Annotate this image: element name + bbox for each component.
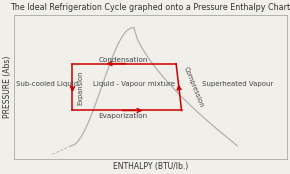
Title: The Ideal Refrigeration Cycle graphed onto a Pressure Enthalpy Chart: The Ideal Refrigeration Cycle graphed on… bbox=[10, 3, 290, 13]
Y-axis label: PRESSURE (Abs): PRESSURE (Abs) bbox=[3, 56, 12, 118]
Text: Evaporization: Evaporization bbox=[98, 113, 148, 119]
Text: Compression: Compression bbox=[182, 66, 204, 109]
Text: Expansion: Expansion bbox=[78, 70, 84, 105]
Text: Liquid - Vapour mixture: Liquid - Vapour mixture bbox=[93, 81, 175, 87]
Text: Superheated Vapour: Superheated Vapour bbox=[202, 81, 273, 87]
Text: Sub-cooled Liquid: Sub-cooled Liquid bbox=[16, 81, 78, 87]
X-axis label: ENTHALPY (BTU/lb.): ENTHALPY (BTU/lb.) bbox=[113, 161, 188, 171]
Text: Condensation: Condensation bbox=[98, 57, 148, 63]
